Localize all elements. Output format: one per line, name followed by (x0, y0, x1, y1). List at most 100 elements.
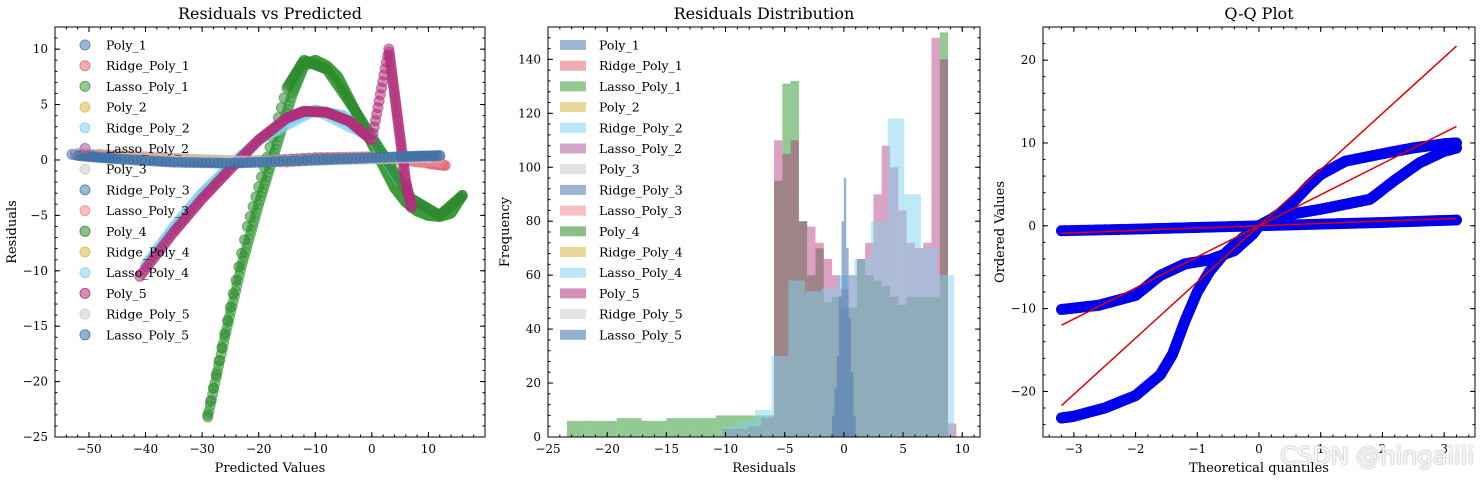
y-tick-label: 100 (518, 160, 541, 174)
histogram-bar (846, 248, 849, 437)
legend-entry: Ridge_Poly_4 (599, 245, 683, 260)
legend-entry: Ridge_Poly_3 (599, 182, 683, 197)
histogram-bar (641, 420, 667, 437)
legend-marker (79, 163, 91, 175)
legend-entry: Ridge_Poly_1 (106, 58, 190, 73)
histogram-bar (771, 356, 789, 437)
legend-entry: Lasso_Poly_2 (106, 141, 189, 156)
data-point (247, 201, 259, 213)
legend-swatch (560, 143, 586, 154)
y-tick-label: 0 (40, 153, 48, 167)
y-tick-label: −25 (23, 430, 48, 444)
data-point (434, 150, 446, 162)
plot-area (66, 43, 468, 423)
legend-marker (79, 60, 91, 72)
x-tick-label: 1 (1317, 442, 1325, 456)
y-tick-label: 120 (518, 106, 541, 120)
legend-entry: Lasso_Poly_3 (599, 203, 682, 218)
legend-swatch (560, 329, 586, 340)
legend-marker (79, 122, 91, 134)
legend-entry: Lasso_Poly_4 (599, 265, 682, 280)
y-tick-label: −20 (1011, 384, 1036, 398)
axes-1: −50 −40 −30 −20 −10 0 10−25−20−15−10−50510Resi… (5, 4, 486, 476)
legend-marker (79, 267, 91, 279)
x-tick-label: 0 (368, 442, 376, 456)
y-tick-label: −10 (23, 264, 48, 278)
data-point (216, 342, 228, 354)
x-tick-label: 0 (840, 442, 848, 456)
legend-entry: Ridge_Poly_5 (106, 307, 190, 322)
x-tick-label: 0 (1255, 442, 1263, 456)
x-tick-label: 10 (421, 442, 436, 456)
y-tick-label: 0 (533, 430, 541, 444)
legend-entry: Ridge_Poly_4 (106, 245, 190, 260)
x-tick-label: −15 (654, 442, 679, 456)
legend-swatch (560, 60, 586, 71)
y-tick-label: −20 (23, 375, 48, 389)
data-point (241, 220, 253, 232)
x-tick-label: 3 (1440, 442, 1448, 456)
histogram-bar (871, 221, 888, 437)
legend-swatch (560, 81, 586, 92)
x-tick-label: −10 (713, 442, 738, 456)
data-point (250, 191, 262, 203)
legend-entry: Ridge_Poly_2 (599, 120, 683, 135)
y-tick-label: 80 (526, 214, 541, 228)
x-tick-label: −2 (1127, 442, 1145, 456)
y-tick-label: 10 (33, 42, 48, 56)
qq-point (1450, 214, 1462, 226)
legend-swatch (560, 40, 586, 50)
x-tick-label: 2 (1379, 442, 1387, 456)
legend-entry: Ridge_Poly_3 (106, 182, 190, 197)
legend-swatch (560, 164, 586, 175)
legend-entry: Poly_1 (106, 38, 147, 53)
legend-marker (79, 287, 91, 299)
x-axis-label: Predicted Values (215, 461, 326, 476)
y-tick-label: −5 (30, 208, 48, 222)
y-tick-label: 40 (526, 322, 541, 336)
data-point (222, 315, 234, 327)
data-point (233, 261, 245, 273)
histogram-bar (788, 280, 805, 437)
y-axis-label: Ordered Values (993, 181, 1008, 283)
legend-entry: Poly_5 (106, 286, 147, 301)
chart-title: Q-Q Plot (1224, 4, 1294, 23)
histogram-bar (850, 372, 854, 437)
data-point (210, 368, 222, 380)
legend-entry: Ridge_Poly_2 (106, 120, 190, 135)
legend-swatch (560, 267, 586, 278)
histogram-bar (887, 118, 905, 437)
x-tick-label: −20 (595, 442, 620, 456)
legend-marker (79, 205, 91, 217)
data-point (275, 102, 287, 114)
histogram-bar (782, 153, 791, 437)
data-point (264, 141, 276, 153)
x-tick-label: 5 (899, 442, 907, 456)
legend-marker (79, 308, 91, 320)
data-point (456, 189, 468, 201)
legend-marker (79, 329, 91, 341)
data-point (205, 395, 217, 407)
data-point (207, 382, 219, 394)
legend-marker (79, 225, 91, 237)
histogram-bar (937, 275, 954, 437)
hist-Poly_1 (832, 178, 856, 437)
legend-entry: Ridge_Poly_1 (599, 58, 683, 73)
y-axis-label: Residuals (5, 200, 20, 264)
axes-2: −25 −20 −15 −10 −5 0 5 10020406080100120140Resi… (498, 4, 981, 476)
x-tick-label: −40 (133, 442, 158, 456)
legend-entry: Lasso_Poly_5 (106, 327, 189, 342)
x-tick-label: −3 (1065, 442, 1083, 456)
y-tick-label: 20 (526, 376, 541, 390)
histogram-bar (721, 426, 739, 437)
chart-title: Residuals Distribution (674, 4, 855, 23)
legend-swatch (560, 122, 586, 133)
data-point (278, 92, 290, 104)
legend-entry: Lasso_Poly_4 (106, 265, 189, 280)
histogram-bar (691, 418, 717, 437)
histogram-bar (931, 37, 940, 437)
legend-marker (79, 246, 91, 258)
data-point (405, 202, 417, 214)
